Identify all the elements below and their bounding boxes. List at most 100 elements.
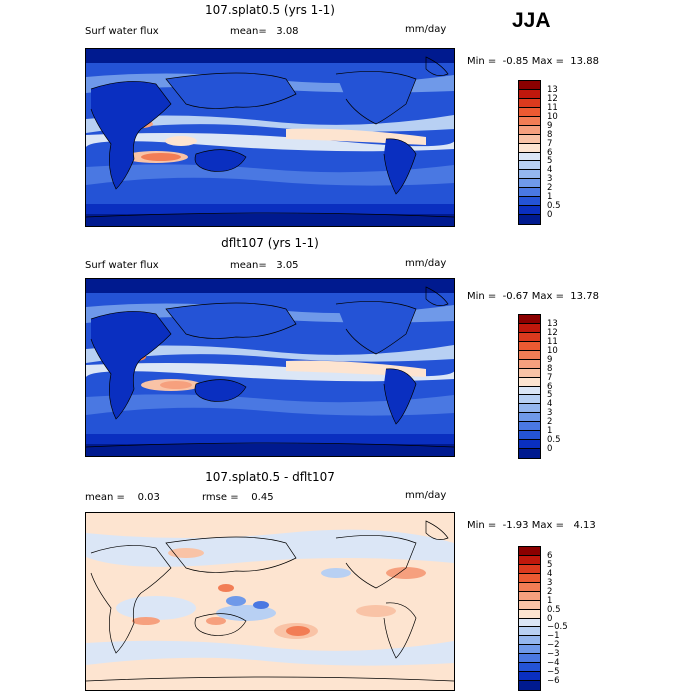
colorbar-tick-label: −5 (547, 667, 560, 678)
colorbar-swatch (519, 404, 540, 414)
colorbar-tick-label: 1 (547, 192, 553, 203)
colorbar-swatch (519, 206, 540, 216)
colorbar-tick-label: 2 (547, 183, 553, 194)
colorbar-swatch (519, 582, 540, 592)
colorbar-tick-label: 0.5 (547, 435, 561, 446)
colorbar-swatch (519, 654, 540, 664)
colorbar-tick-label: 0 (547, 210, 553, 221)
panel-3-rmse-label: rmse = 0.45 (202, 492, 274, 503)
panel-2-colorbar (518, 314, 541, 459)
panel-3-minmax: Min = -1.93 Max = 4.13 (467, 520, 596, 531)
colorbar-tick-label: 8 (547, 129, 553, 140)
colorbar-swatch (519, 359, 540, 369)
colorbar-tick-label: 7 (547, 138, 553, 149)
panel-2-map (85, 278, 455, 457)
panel-1-left-label: Surf water flux (85, 26, 159, 37)
panel-3-units: mm/day (405, 490, 447, 501)
colorbar-swatch (519, 377, 540, 387)
panel-3-colorbar (518, 546, 541, 691)
colorbar-swatch (519, 170, 540, 180)
colorbar-tick-label: 10 (547, 345, 558, 356)
colorbar-tick-label: 4 (547, 568, 553, 579)
colorbar-swatch (519, 134, 540, 144)
colorbar-tick-label: 0 (547, 444, 553, 455)
colorbar-tick-label: 9 (547, 354, 553, 365)
colorbar-swatch (519, 618, 540, 628)
colorbar-tick-label: 13 (547, 84, 558, 95)
colorbar-swatch (519, 179, 540, 189)
colorbar-swatch (519, 449, 540, 458)
colorbar-swatch (519, 89, 540, 99)
panel-1-map (85, 48, 455, 227)
colorbar-swatch (519, 81, 540, 90)
colorbar-swatch (519, 143, 540, 153)
panel-1-mean-label: mean= 3.08 (230, 26, 299, 37)
colorbar-swatch (519, 125, 540, 135)
colorbar-tick-label: 12 (547, 93, 558, 104)
colorbar-tick-label: 8 (547, 363, 553, 374)
colorbar-swatch (519, 323, 540, 333)
panel-1-units: mm/day (405, 24, 447, 35)
colorbar-swatch (519, 107, 540, 117)
colorbar-tick-label: −2 (547, 640, 560, 651)
colorbar-swatch (519, 315, 540, 324)
colorbar-tick-label: 2 (547, 417, 553, 428)
colorbar-tick-label: 6 (547, 550, 553, 561)
colorbar-tick-label: 2 (547, 586, 553, 597)
colorbar-swatch (519, 564, 540, 574)
colorbar-tick-label: 13 (547, 318, 558, 329)
colorbar-tick-label: 12 (547, 327, 558, 338)
panel-3-title: 107.splat0.5 - dflt107 (205, 470, 335, 484)
colorbar-tick-label: 5 (547, 559, 553, 570)
colorbar-swatch (519, 547, 540, 556)
colorbar-swatch (519, 98, 540, 108)
colorbar-tick-label: 4 (547, 165, 553, 176)
colorbar-tick-label: −3 (547, 649, 560, 660)
colorbar-tick-label: 5 (547, 156, 553, 167)
colorbar-swatch (519, 422, 540, 432)
colorbar-swatch (519, 386, 540, 396)
colorbar-tick-label: 0 (547, 613, 553, 624)
panel-3-map (85, 512, 455, 691)
colorbar-swatch (519, 600, 540, 610)
colorbar-swatch (519, 663, 540, 673)
colorbar-tick-label: 0.5 (547, 201, 561, 212)
colorbar-tick-label: −0.5 (547, 622, 568, 633)
colorbar-tick-label: 3 (547, 174, 553, 185)
colorbar-swatch (519, 672, 540, 682)
colorbar-swatch (519, 573, 540, 583)
colorbar-swatch (519, 161, 540, 171)
colorbar-tick-label: 11 (547, 102, 558, 113)
colorbar-swatch (519, 591, 540, 601)
colorbar-swatch (519, 555, 540, 565)
panel-1-colorbar (518, 80, 541, 225)
colorbar-swatch (519, 350, 540, 360)
colorbar-tick-label: 0.5 (547, 604, 561, 615)
colorbar-tick-label: 6 (547, 381, 553, 392)
colorbar-swatch (519, 609, 540, 619)
panel-3-mean-label: mean = 0.03 (85, 492, 160, 503)
colorbar-tick-label: −1 (547, 631, 560, 642)
panel-2-mean-label: mean= 3.05 (230, 260, 299, 271)
panel-2-minmax: Min = -0.67 Max = 13.78 (467, 291, 599, 302)
colorbar-tick-label: 11 (547, 336, 558, 347)
colorbar-swatch (519, 152, 540, 162)
colorbar-tick-label: 4 (547, 399, 553, 410)
colorbar-swatch (519, 681, 540, 690)
panel-2-left-label: Surf water flux (85, 260, 159, 271)
colorbar-tick-label: 6 (547, 147, 553, 158)
colorbar-tick-label: 10 (547, 111, 558, 122)
colorbar-tick-label: 9 (547, 120, 553, 131)
panel-1-minmax: Min = -0.85 Max = 13.88 (467, 56, 599, 67)
panel-1-title: 107.splat0.5 (yrs 1-1) (205, 3, 335, 17)
colorbar-swatch (519, 341, 540, 351)
colorbar-swatch (519, 636, 540, 646)
colorbar-tick-label: 1 (547, 426, 553, 437)
colorbar-tick-label: −4 (547, 658, 560, 669)
colorbar-swatch (519, 215, 540, 224)
colorbar-swatch (519, 395, 540, 405)
panel-2-title: dflt107 (yrs 1-1) (221, 236, 319, 250)
colorbar-swatch (519, 188, 540, 198)
colorbar-swatch (519, 627, 540, 637)
colorbar-tick-label: −6 (547, 676, 560, 687)
